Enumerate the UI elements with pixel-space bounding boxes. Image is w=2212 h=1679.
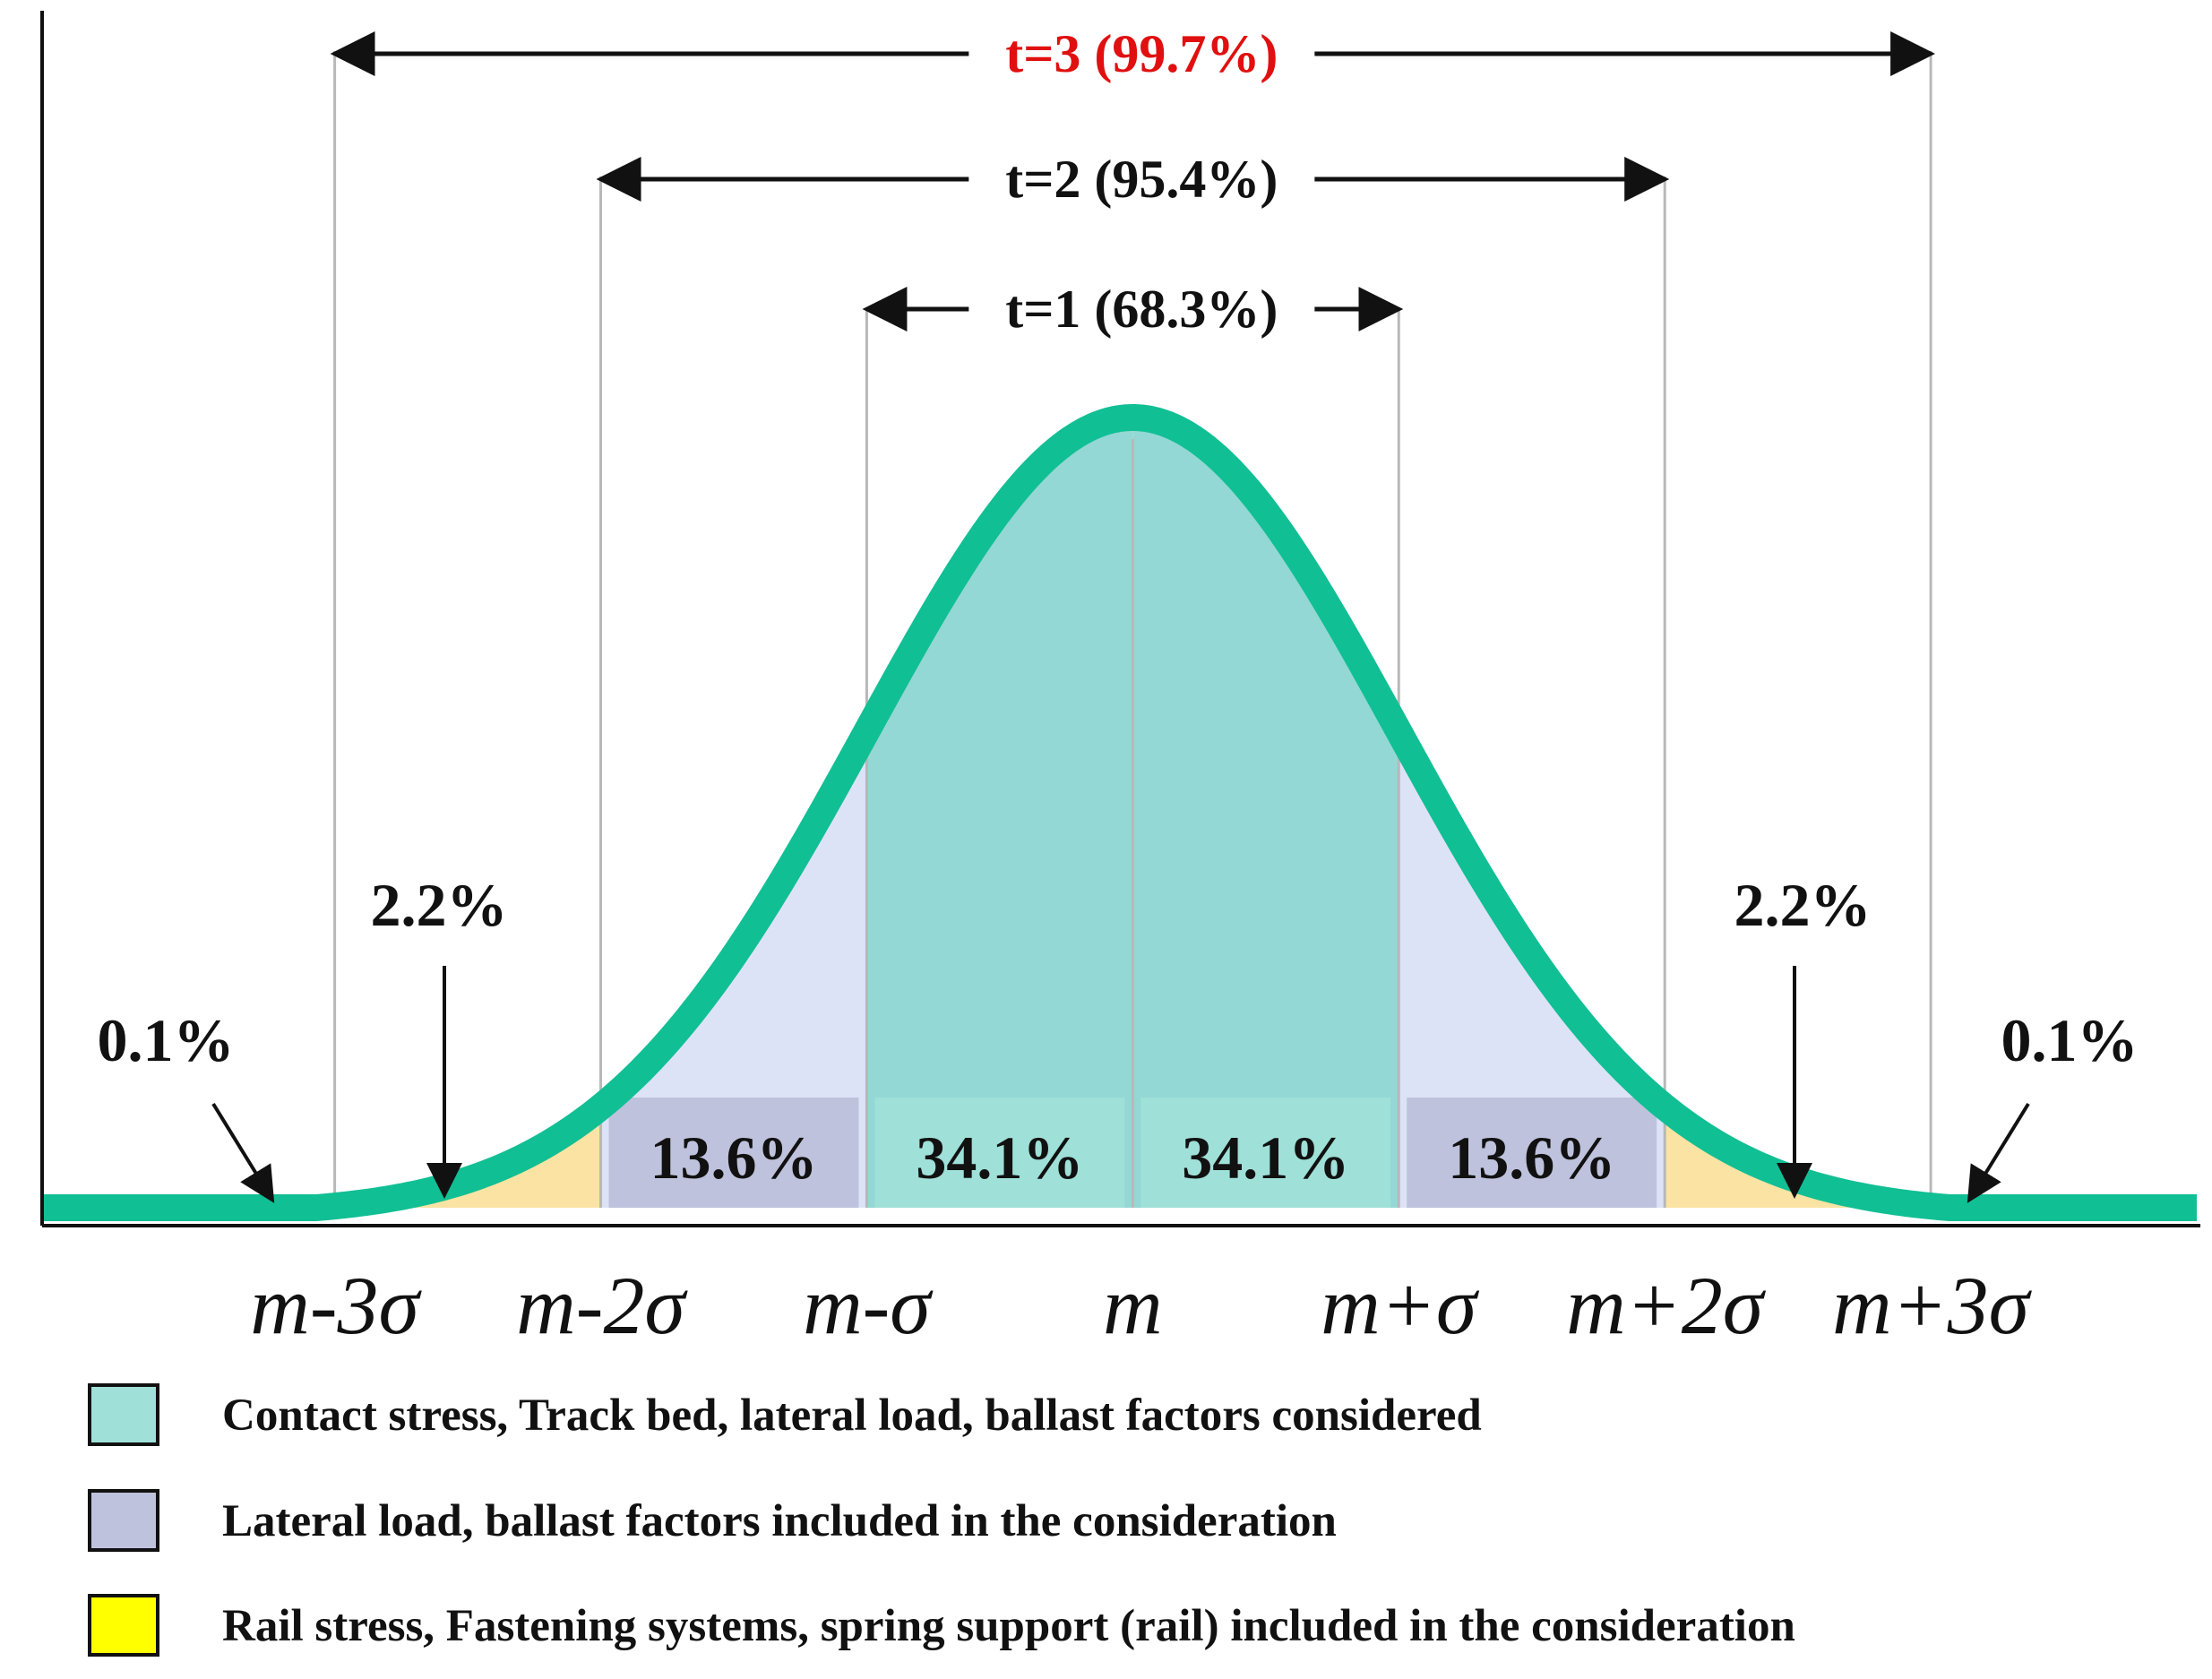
tick-label-2: m-σ <box>803 1260 934 1351</box>
tick-label-6: m+3σ <box>1832 1260 2033 1351</box>
region-1 <box>334 1106 601 1208</box>
region-box-5 <box>1407 1098 1657 1208</box>
legend-swatch-2 <box>88 1594 159 1657</box>
region-label-4: 34.1% <box>1182 1124 1349 1192</box>
interval-label-1: t=1 (68.3%) <box>1005 280 1278 339</box>
region-arrow-7 <box>1967 1102 2030 1203</box>
region-label-1: 2.2% <box>371 871 508 939</box>
axes-layer <box>40 11 2200 1227</box>
interval-label-3: t=3 (99.7%) <box>1005 24 1278 83</box>
legend-label-1: Lateral load, ballast factors included i… <box>222 1496 1337 1546</box>
tick-label-3: m <box>1103 1260 1162 1351</box>
tick-label-0: m-3σ <box>250 1260 422 1351</box>
region-label-5: 13.6% <box>1448 1124 1615 1192</box>
boundary-lines-layer <box>333 51 1932 1208</box>
tick-labels-layer: m-3σ m-2σ m-σ m m+σ m+2σ m+3σ <box>250 1260 2032 1351</box>
legend-label-2: Rail stress, Fastening systems, spring s… <box>222 1601 1795 1651</box>
region-box-4 <box>1140 1098 1391 1208</box>
legend-swatch-1 <box>88 1489 159 1552</box>
legend-label-0: Contact stress, Track bed, lateral load,… <box>222 1391 1482 1441</box>
region-4 <box>1132 418 1399 1208</box>
legend-layer: Contact stress, Track bed, lateral load,… <box>88 1383 1795 1657</box>
tick-label-5: m+2σ <box>1566 1260 1767 1351</box>
region-label-3: 34.1% <box>916 1124 1083 1192</box>
interval-label-2: t=2 (95.4%) <box>1005 150 1278 209</box>
tick-label-4: m+σ <box>1321 1260 1480 1351</box>
regions-layer <box>42 418 2197 1208</box>
region-arrow-0 <box>211 1102 275 1203</box>
label-boxes-layer <box>608 1098 1657 1208</box>
region-label-6: 2.2% <box>1734 871 1872 939</box>
region-label-0: 0.1% <box>98 1006 235 1074</box>
region-3 <box>866 418 1133 1208</box>
region-6 <box>1665 1106 1932 1208</box>
legend-swatch-0 <box>88 1383 159 1446</box>
labels-layer: 13.6% 34.1% 34.1% 13.6% 2.2% 0.1% 2.2% 0.1% <box>98 871 2139 1203</box>
intervals-layer: t=1 (68.3%) t=2 (95.4%) t=3 (99.7%) <box>330 24 1936 339</box>
normal-curve <box>34 404 2205 1221</box>
region-label-2: 13.6% <box>650 1124 817 1192</box>
curve-layer <box>34 404 2205 1221</box>
region-label-7: 0.1% <box>2001 1006 2139 1074</box>
tick-label-1: m-2σ <box>516 1260 688 1351</box>
region-box-3 <box>874 1098 1125 1208</box>
region-box-2 <box>608 1098 859 1208</box>
